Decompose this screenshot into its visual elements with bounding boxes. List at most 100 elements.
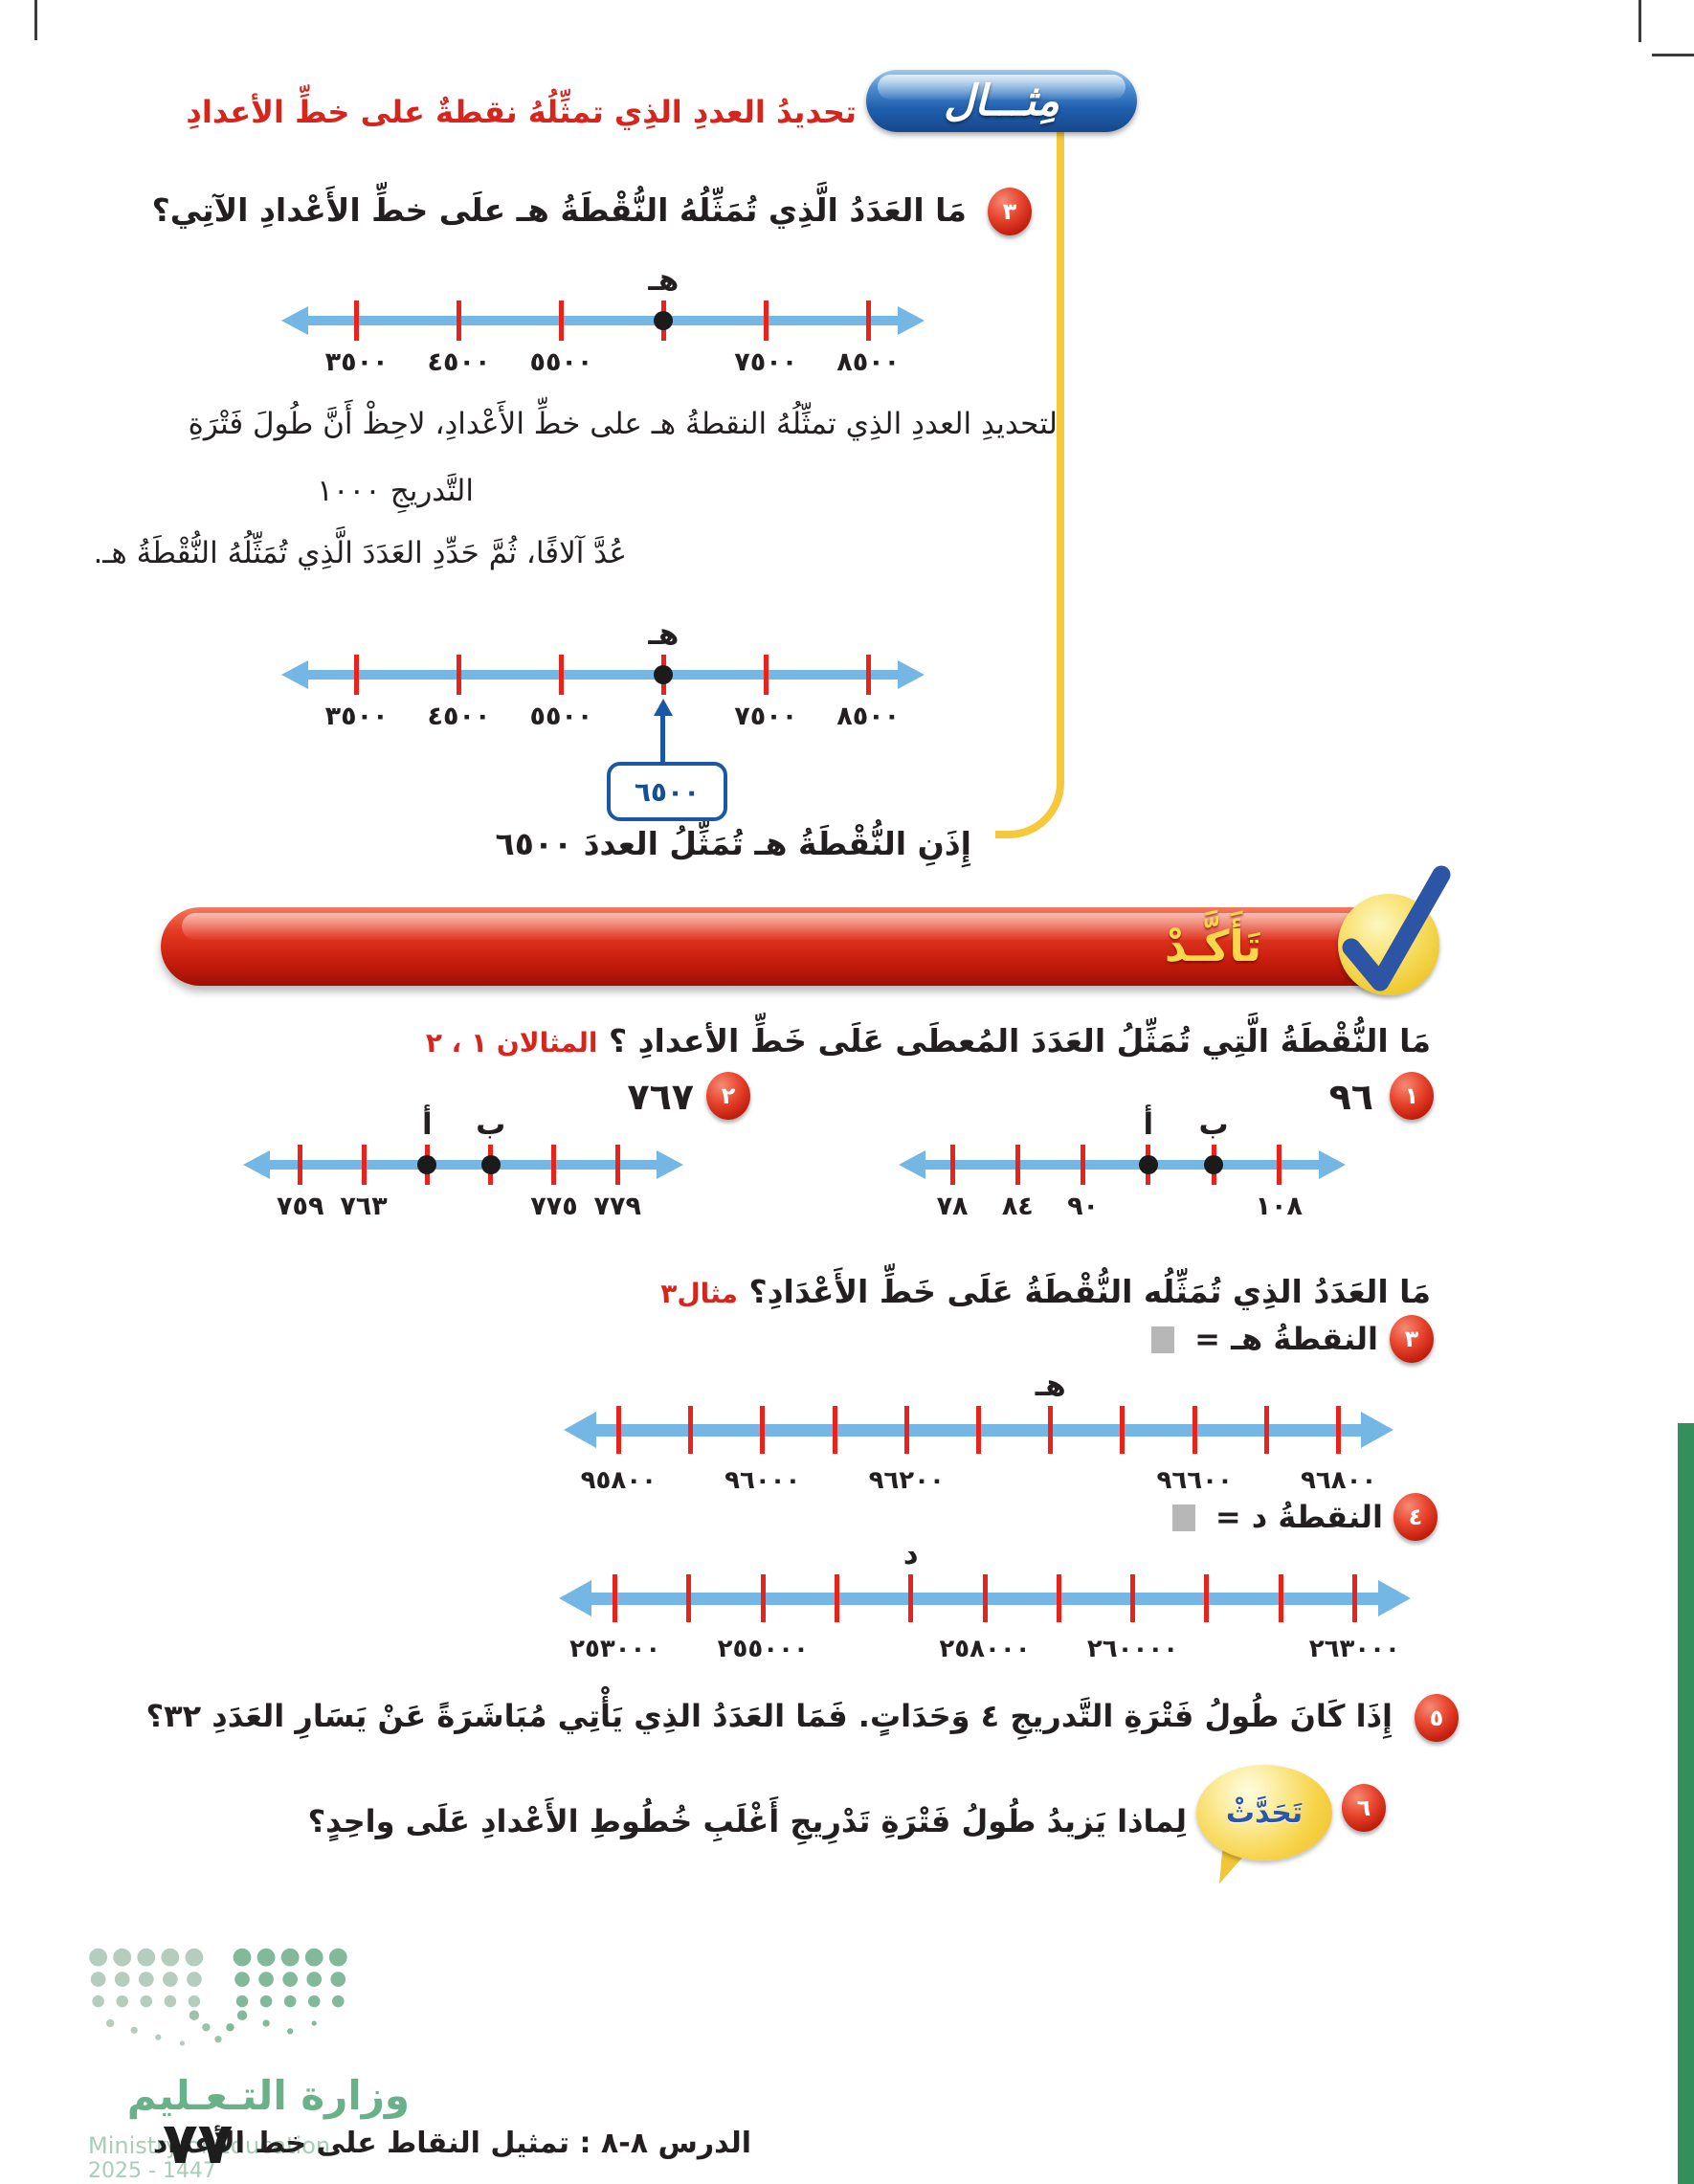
checkmark-icon (1342, 865, 1451, 992)
left-arrowhead-icon (899, 1150, 925, 1179)
point-label: أ (422, 1107, 433, 1142)
tick-mark (1081, 1145, 1086, 1185)
question-2-text: مَا العَدَدُ الذِي تُمَثِّلُه النُّقْطَة… (748, 1273, 1431, 1310)
tick-mark (1192, 1406, 1197, 1454)
exercise-3-number: ٣ (1404, 1326, 1419, 1352)
example-paragraph-line-2: التَّدريجِ ١٠٠٠ (317, 474, 474, 508)
logo-dot (330, 1972, 346, 1987)
point-dot (1138, 1155, 1158, 1174)
logo-dot (332, 1995, 345, 2008)
example-number-line-1: ٣٥٠٠ ٤٥٠٠ ٥٥٠٠ ٧٥٠٠ ٨٥٠٠ هـ (281, 263, 925, 392)
example-number-badge: ٣ (988, 188, 1032, 235)
logo-dot (236, 2010, 248, 2020)
tick-mark (1014, 1145, 1020, 1185)
logo-dot (137, 1948, 156, 1967)
tick-mark (763, 301, 769, 341)
right-arrowhead-icon (1361, 1412, 1393, 1448)
logo-dot (283, 1995, 297, 2008)
tick-mark (613, 1574, 618, 1622)
tick-label: ٢٦٣٠٠٠ (1308, 1635, 1400, 1663)
logo-dot (235, 1995, 249, 2008)
tick-label: ٩٦٦٠٠ (1156, 1466, 1233, 1495)
tick-mark (457, 301, 462, 341)
logo-dot (328, 1948, 347, 1967)
example-conclusion: إِذَنِ النُّقْطَةُ هـ تُمَثِّلُ العددَ ٦… (495, 825, 971, 862)
point-dot (480, 1155, 501, 1174)
left-arrowhead-icon (564, 1412, 596, 1448)
tick-mark (1276, 1145, 1282, 1185)
example-paragraph-line-1: لتحديدِ العددِ الذِي تمثِّلُهُ النقطةُ ه… (188, 407, 1058, 441)
tick-mark (982, 1574, 988, 1622)
point-label: هـ (648, 617, 680, 652)
crop-mark-top-right-vertical (1638, 0, 1641, 42)
point-dot (1204, 1155, 1224, 1174)
page-number: ٧٧ (163, 2110, 234, 2177)
logo-dot (307, 1995, 321, 2008)
tick-mark (354, 301, 360, 341)
tick-mark (760, 1406, 766, 1454)
right-arrowhead-icon (898, 306, 925, 335)
ministry-logo (89, 1948, 347, 2046)
example-question: مَا العَدَدُ الَّذِي تُمَثِّلُهُ النُّقْ… (151, 191, 967, 229)
exercise-5-number: ٥ (1429, 1705, 1444, 1731)
logo-dot (189, 2010, 200, 2020)
point-dot (417, 1155, 437, 1174)
right-arrowhead-icon (1378, 1580, 1411, 1616)
tick-label: ٢٥٨٠٠٠ (939, 1635, 1031, 1663)
question-2-header: مَا العَدَدُ الذِي تُمَثِّلُه النُّقْطَة… (555, 1273, 1431, 1310)
tick-label: ٨٤ (1001, 1192, 1034, 1221)
logo-dot (214, 2036, 222, 2043)
logo-dot (161, 1948, 180, 1967)
talk-bubble: تَحَدَّثْ (1196, 1765, 1332, 1861)
tick-mark (686, 1574, 692, 1622)
logo-dot (304, 1948, 323, 1967)
logo-dot (105, 2018, 115, 2028)
logo-dot (256, 1948, 276, 1967)
logo-dot (114, 1972, 130, 1987)
tick-mark (1263, 1406, 1269, 1454)
tick-mark (834, 1574, 839, 1622)
example-number: ٣ (1002, 198, 1017, 225)
tick-label: ٧٦٣ (340, 1192, 388, 1221)
tick-label: ٨٥٠٠ (836, 702, 901, 731)
logo-dot (138, 1972, 154, 1987)
tick-mark (908, 1574, 914, 1622)
tick-mark (763, 655, 769, 695)
logo-dot (187, 1972, 202, 1987)
tick-label: ٣٥٠٠ (324, 702, 389, 731)
tick-mark (865, 655, 871, 695)
point-dot (654, 665, 674, 684)
talk-bubble-label: تَحَدَّثْ (1225, 1795, 1304, 1830)
tick-mark (551, 1145, 557, 1185)
logo-dot (311, 2020, 317, 2026)
exercise-2-badge: ٢ (706, 1072, 750, 1120)
logo-dot (116, 1995, 128, 2008)
point-label: أ (1143, 1107, 1154, 1142)
logo-dot (234, 1972, 250, 1987)
logo-dot (179, 2040, 185, 2046)
logo-dot (188, 1995, 201, 2008)
tick-label: ٣٥٠٠ (324, 347, 389, 377)
logo-dot (164, 1995, 177, 2008)
logo-dot (306, 1972, 323, 1987)
tick-mark (558, 655, 564, 695)
ministry-name-english: Ministry of Education (88, 2132, 331, 2159)
exercise-3-number-line: ٩٥٨٠٠ ٩٦٠٠٠ ٩٦٢٠٠ ٩٦٦٠٠ ٩٦٨٠٠ هـ (564, 1369, 1393, 1512)
tick-mark (558, 301, 564, 341)
tick-label: ٧٧٩ (593, 1192, 641, 1221)
answer-placeholder-square (1171, 1504, 1195, 1531)
question-1-text: مَا النُّقْطَةُ الَّتِي تُمَثِّلُ العَدَ… (608, 1022, 1431, 1059)
answer-placeholder-square (1150, 1326, 1174, 1353)
exercise-5-badge: ٥ (1415, 1694, 1459, 1742)
tick-label: ٩٦٨٠٠ (1301, 1466, 1377, 1495)
tick-mark (1278, 1574, 1283, 1622)
page-edge-color-bar (1678, 1423, 1694, 2184)
number-line-bar (302, 316, 903, 325)
exercise-3-label-text: النقطةُ هـ = (1194, 1321, 1378, 1357)
point-label: ب (476, 1107, 506, 1142)
question-1-example-ref: المثالان ١ ، ٢ (425, 1027, 598, 1059)
tick-label: ٢٥٣٠٠٠ (569, 1635, 661, 1663)
answer-box: ٦٥٠٠ (607, 762, 727, 821)
question-2-example-ref: مثال٣ (660, 1278, 738, 1309)
point-label: هـ (1035, 1369, 1066, 1403)
